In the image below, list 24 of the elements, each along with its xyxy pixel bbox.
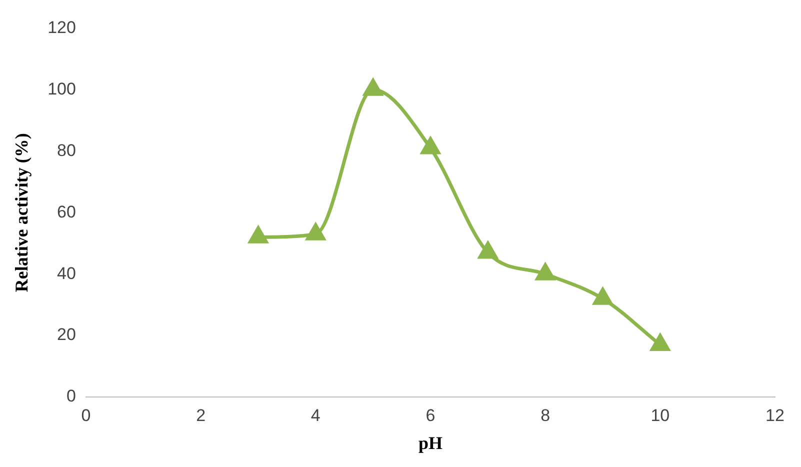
point	[536, 263, 555, 280]
point	[248, 226, 268, 244]
point	[364, 78, 383, 96]
x-tick-label: 8	[540, 406, 550, 425]
x-tick-label: 2	[196, 406, 206, 425]
x-tick-label: 10	[650, 406, 670, 425]
x-tick-label: 0	[81, 406, 91, 425]
y-tick-label: 40	[57, 264, 76, 283]
y-tick-label: 100	[48, 79, 76, 98]
x-tick-label: 4	[310, 406, 320, 425]
x-tick-label: 12	[766, 406, 784, 425]
x-tick-label: 6	[426, 406, 436, 425]
y-tick-label: 120	[48, 18, 76, 37]
point	[650, 334, 670, 352]
y-tick-label: 60	[57, 202, 76, 222]
y-axis-title: Relative activity (%)	[11, 133, 32, 292]
x-axis-title: pH	[418, 432, 442, 453]
point	[420, 137, 440, 154]
point	[306, 223, 326, 240]
y-tick-label: 20	[57, 325, 76, 344]
point	[593, 288, 612, 305]
y-tick-label: 80	[57, 140, 76, 160]
point	[478, 242, 498, 259]
y-tick-label: 0	[66, 386, 76, 406]
